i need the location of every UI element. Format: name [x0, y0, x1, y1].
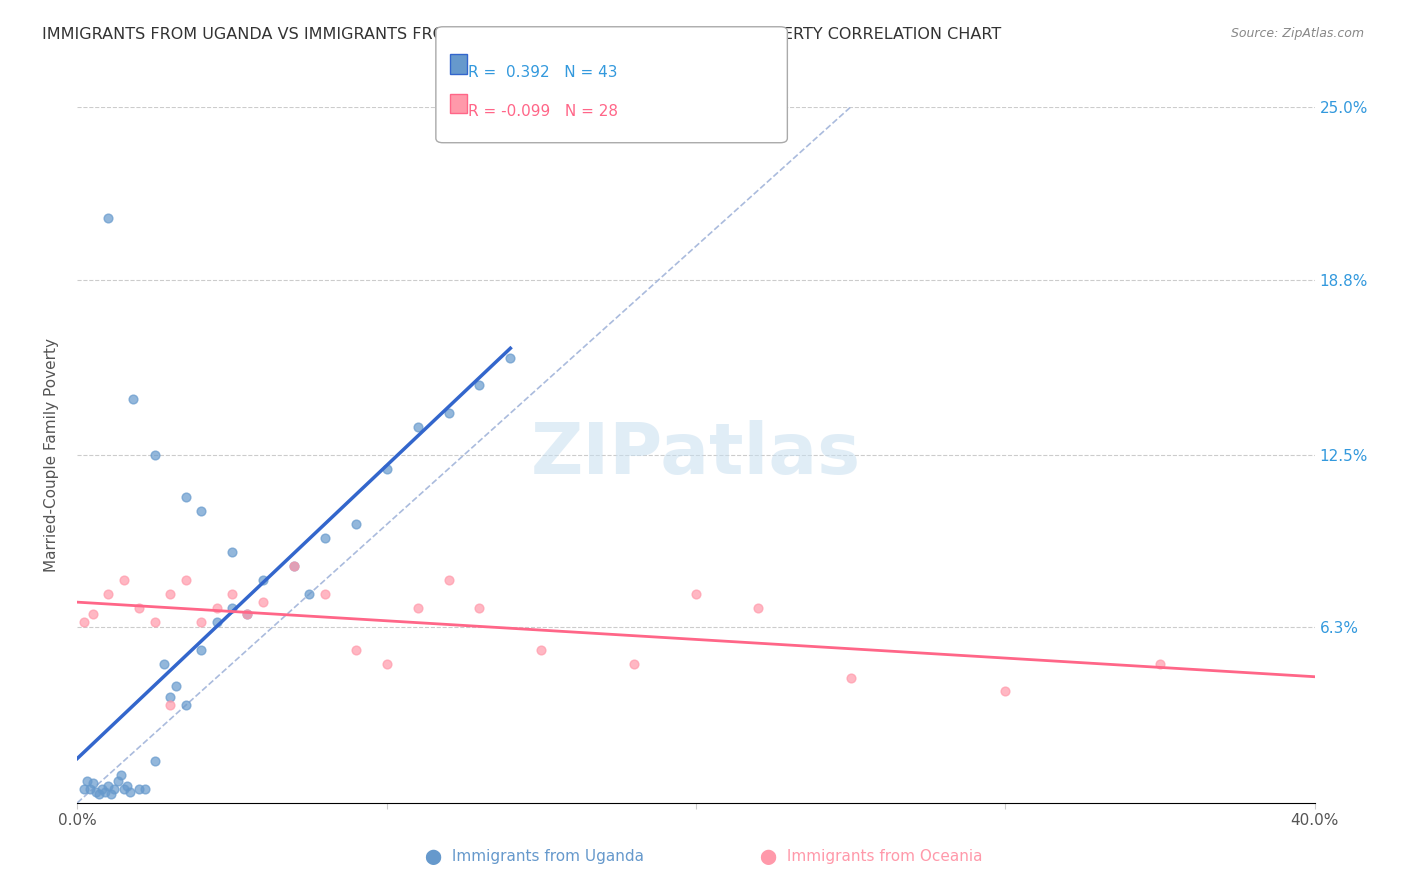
Point	[143, 448, 166, 462]
Point	[205, 601, 228, 615]
Point	[190, 642, 212, 657]
Point	[110, 768, 132, 782]
Point	[128, 601, 150, 615]
Point	[190, 503, 212, 517]
Point	[143, 754, 166, 768]
Text: ⬤  Immigrants from Uganda: ⬤ Immigrants from Uganda	[425, 849, 644, 865]
Point	[159, 587, 181, 601]
Point	[298, 587, 321, 601]
Point	[128, 781, 150, 796]
Point	[174, 490, 197, 504]
Point	[530, 642, 553, 657]
Point	[205, 615, 228, 629]
Point	[406, 420, 429, 434]
Point	[87, 788, 110, 802]
Point	[112, 573, 135, 587]
Point	[97, 211, 120, 226]
Point	[375, 657, 398, 671]
Point	[122, 392, 145, 407]
Point	[76, 773, 98, 788]
Point	[314, 532, 336, 546]
Point	[236, 607, 259, 621]
Point	[82, 607, 104, 621]
Point	[499, 351, 522, 365]
Point	[94, 785, 117, 799]
Point	[159, 698, 181, 713]
Point	[236, 607, 259, 621]
Point	[685, 587, 707, 601]
Point	[190, 615, 212, 629]
Point	[221, 545, 243, 559]
Point	[468, 378, 491, 392]
Text: ZIPatlas: ZIPatlas	[531, 420, 860, 490]
Point	[283, 559, 305, 574]
Point	[839, 671, 862, 685]
Point	[100, 788, 122, 802]
Point	[72, 781, 94, 796]
Point	[221, 587, 243, 601]
Text: R = -0.099   N = 28: R = -0.099 N = 28	[468, 104, 619, 120]
Point	[344, 642, 367, 657]
Point	[91, 781, 114, 796]
Point	[72, 615, 94, 629]
Point	[143, 615, 166, 629]
Point	[97, 779, 120, 793]
Point	[468, 601, 491, 615]
Text: IMMIGRANTS FROM UGANDA VS IMMIGRANTS FROM OCEANIA MARRIED-COUPLE FAMILY POVERTY : IMMIGRANTS FROM UGANDA VS IMMIGRANTS FRO…	[42, 27, 1001, 42]
Text: Source: ZipAtlas.com: Source: ZipAtlas.com	[1230, 27, 1364, 40]
Point	[97, 587, 120, 601]
Point	[344, 517, 367, 532]
Point	[118, 785, 141, 799]
Text: R =  0.392   N = 43: R = 0.392 N = 43	[468, 65, 617, 80]
Point	[79, 781, 101, 796]
Point	[283, 559, 305, 574]
Point	[437, 573, 460, 587]
Point	[112, 781, 135, 796]
Point	[314, 587, 336, 601]
Text: ⬤  Immigrants from Oceania: ⬤ Immigrants from Oceania	[761, 849, 983, 865]
Point	[134, 781, 156, 796]
Point	[1149, 657, 1171, 671]
Point	[747, 601, 769, 615]
Point	[375, 462, 398, 476]
Point	[437, 406, 460, 420]
Point	[82, 776, 104, 790]
Point	[174, 573, 197, 587]
Point	[159, 690, 181, 704]
Point	[252, 595, 274, 609]
Point	[165, 679, 187, 693]
Point	[221, 601, 243, 615]
Point	[103, 781, 125, 796]
Point	[174, 698, 197, 713]
Point	[107, 773, 129, 788]
Point	[115, 779, 138, 793]
Point	[84, 785, 107, 799]
Point	[406, 601, 429, 615]
Point	[252, 573, 274, 587]
Y-axis label: Married-Couple Family Poverty: Married-Couple Family Poverty	[44, 338, 59, 572]
Point	[994, 684, 1017, 698]
Point	[153, 657, 176, 671]
Point	[623, 657, 645, 671]
